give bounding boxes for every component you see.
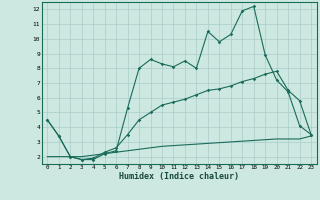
X-axis label: Humidex (Indice chaleur): Humidex (Indice chaleur): [119, 172, 239, 181]
